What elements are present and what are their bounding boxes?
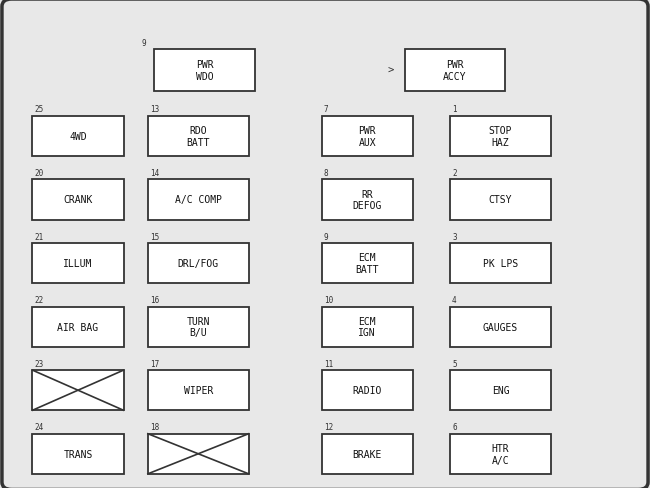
Bar (450, 180, 551, 220)
Text: CRANK: CRANK (63, 195, 93, 205)
Text: PWR
WDO: PWR WDO (196, 60, 214, 81)
Bar (148, 244, 248, 284)
Bar (322, 117, 413, 157)
Bar (450, 307, 551, 347)
Bar (322, 370, 413, 410)
Text: 12: 12 (324, 423, 333, 431)
Text: PK LPS: PK LPS (483, 259, 518, 268)
Bar (322, 180, 413, 220)
Text: 11: 11 (324, 359, 333, 368)
Bar (450, 117, 551, 157)
Text: PWR
ACCY: PWR ACCY (443, 60, 467, 81)
Text: PWR
AUX: PWR AUX (358, 126, 376, 147)
Bar (148, 180, 248, 220)
Text: 5: 5 (452, 359, 457, 368)
Text: WIPER: WIPER (183, 386, 213, 395)
Text: 9: 9 (142, 39, 146, 48)
Bar (148, 307, 248, 347)
Bar (32, 370, 124, 410)
Text: HTR
A/C: HTR A/C (491, 443, 510, 465)
Text: STOP
HAZ: STOP HAZ (489, 126, 512, 147)
Bar (322, 434, 413, 474)
Text: RADIO: RADIO (352, 386, 382, 395)
Text: 17: 17 (150, 359, 159, 368)
Text: ILLUM: ILLUM (63, 259, 93, 268)
Bar (32, 117, 124, 157)
Text: 10: 10 (324, 296, 333, 305)
Text: 23: 23 (34, 359, 44, 368)
Text: 24: 24 (34, 423, 44, 431)
Bar (450, 434, 551, 474)
Text: BRAKE: BRAKE (352, 449, 382, 459)
Text: ECM
IGN: ECM IGN (358, 316, 376, 338)
Text: TRANS: TRANS (63, 449, 93, 459)
Text: TURN
B/U: TURN B/U (187, 316, 210, 338)
Text: 1: 1 (452, 105, 457, 114)
Bar (148, 370, 248, 410)
Text: >: > (387, 66, 393, 76)
Bar (404, 50, 505, 92)
Text: 4: 4 (452, 296, 457, 305)
Text: 13: 13 (150, 105, 159, 114)
Text: DRL/FOG: DRL/FOG (177, 259, 219, 268)
Text: GAUGES: GAUGES (483, 322, 518, 332)
Text: Fuse-Box.inFo: Fuse-Box.inFo (194, 188, 378, 300)
Text: 15: 15 (150, 232, 159, 241)
Text: 3: 3 (452, 232, 457, 241)
Bar (148, 117, 248, 157)
Text: RDO
BATT: RDO BATT (187, 126, 210, 147)
Bar (155, 50, 255, 92)
Text: 6: 6 (452, 423, 457, 431)
Text: 7: 7 (324, 105, 328, 114)
Text: 16: 16 (150, 296, 159, 305)
Bar (322, 307, 413, 347)
Bar (450, 244, 551, 284)
Text: 4WD: 4WD (69, 132, 87, 142)
Text: ECM
BATT: ECM BATT (356, 253, 379, 274)
Bar (322, 244, 413, 284)
Text: CTSY: CTSY (489, 195, 512, 205)
Bar (32, 307, 124, 347)
Text: AIR BAG: AIR BAG (57, 322, 99, 332)
Bar (450, 370, 551, 410)
Text: 2: 2 (452, 169, 457, 178)
Bar (32, 434, 124, 474)
Text: 25: 25 (34, 105, 44, 114)
Text: 9: 9 (324, 232, 328, 241)
Text: 21: 21 (34, 232, 44, 241)
Text: 18: 18 (150, 423, 159, 431)
Text: 20: 20 (34, 169, 44, 178)
Bar (148, 434, 248, 474)
Text: A/C COMP: A/C COMP (175, 195, 222, 205)
Text: 22: 22 (34, 296, 44, 305)
Bar (32, 244, 124, 284)
Text: 8: 8 (324, 169, 328, 178)
Bar (32, 180, 124, 220)
Text: 14: 14 (150, 169, 159, 178)
Text: ENG: ENG (491, 386, 510, 395)
Text: RR
DEFOG: RR DEFOG (352, 189, 382, 211)
